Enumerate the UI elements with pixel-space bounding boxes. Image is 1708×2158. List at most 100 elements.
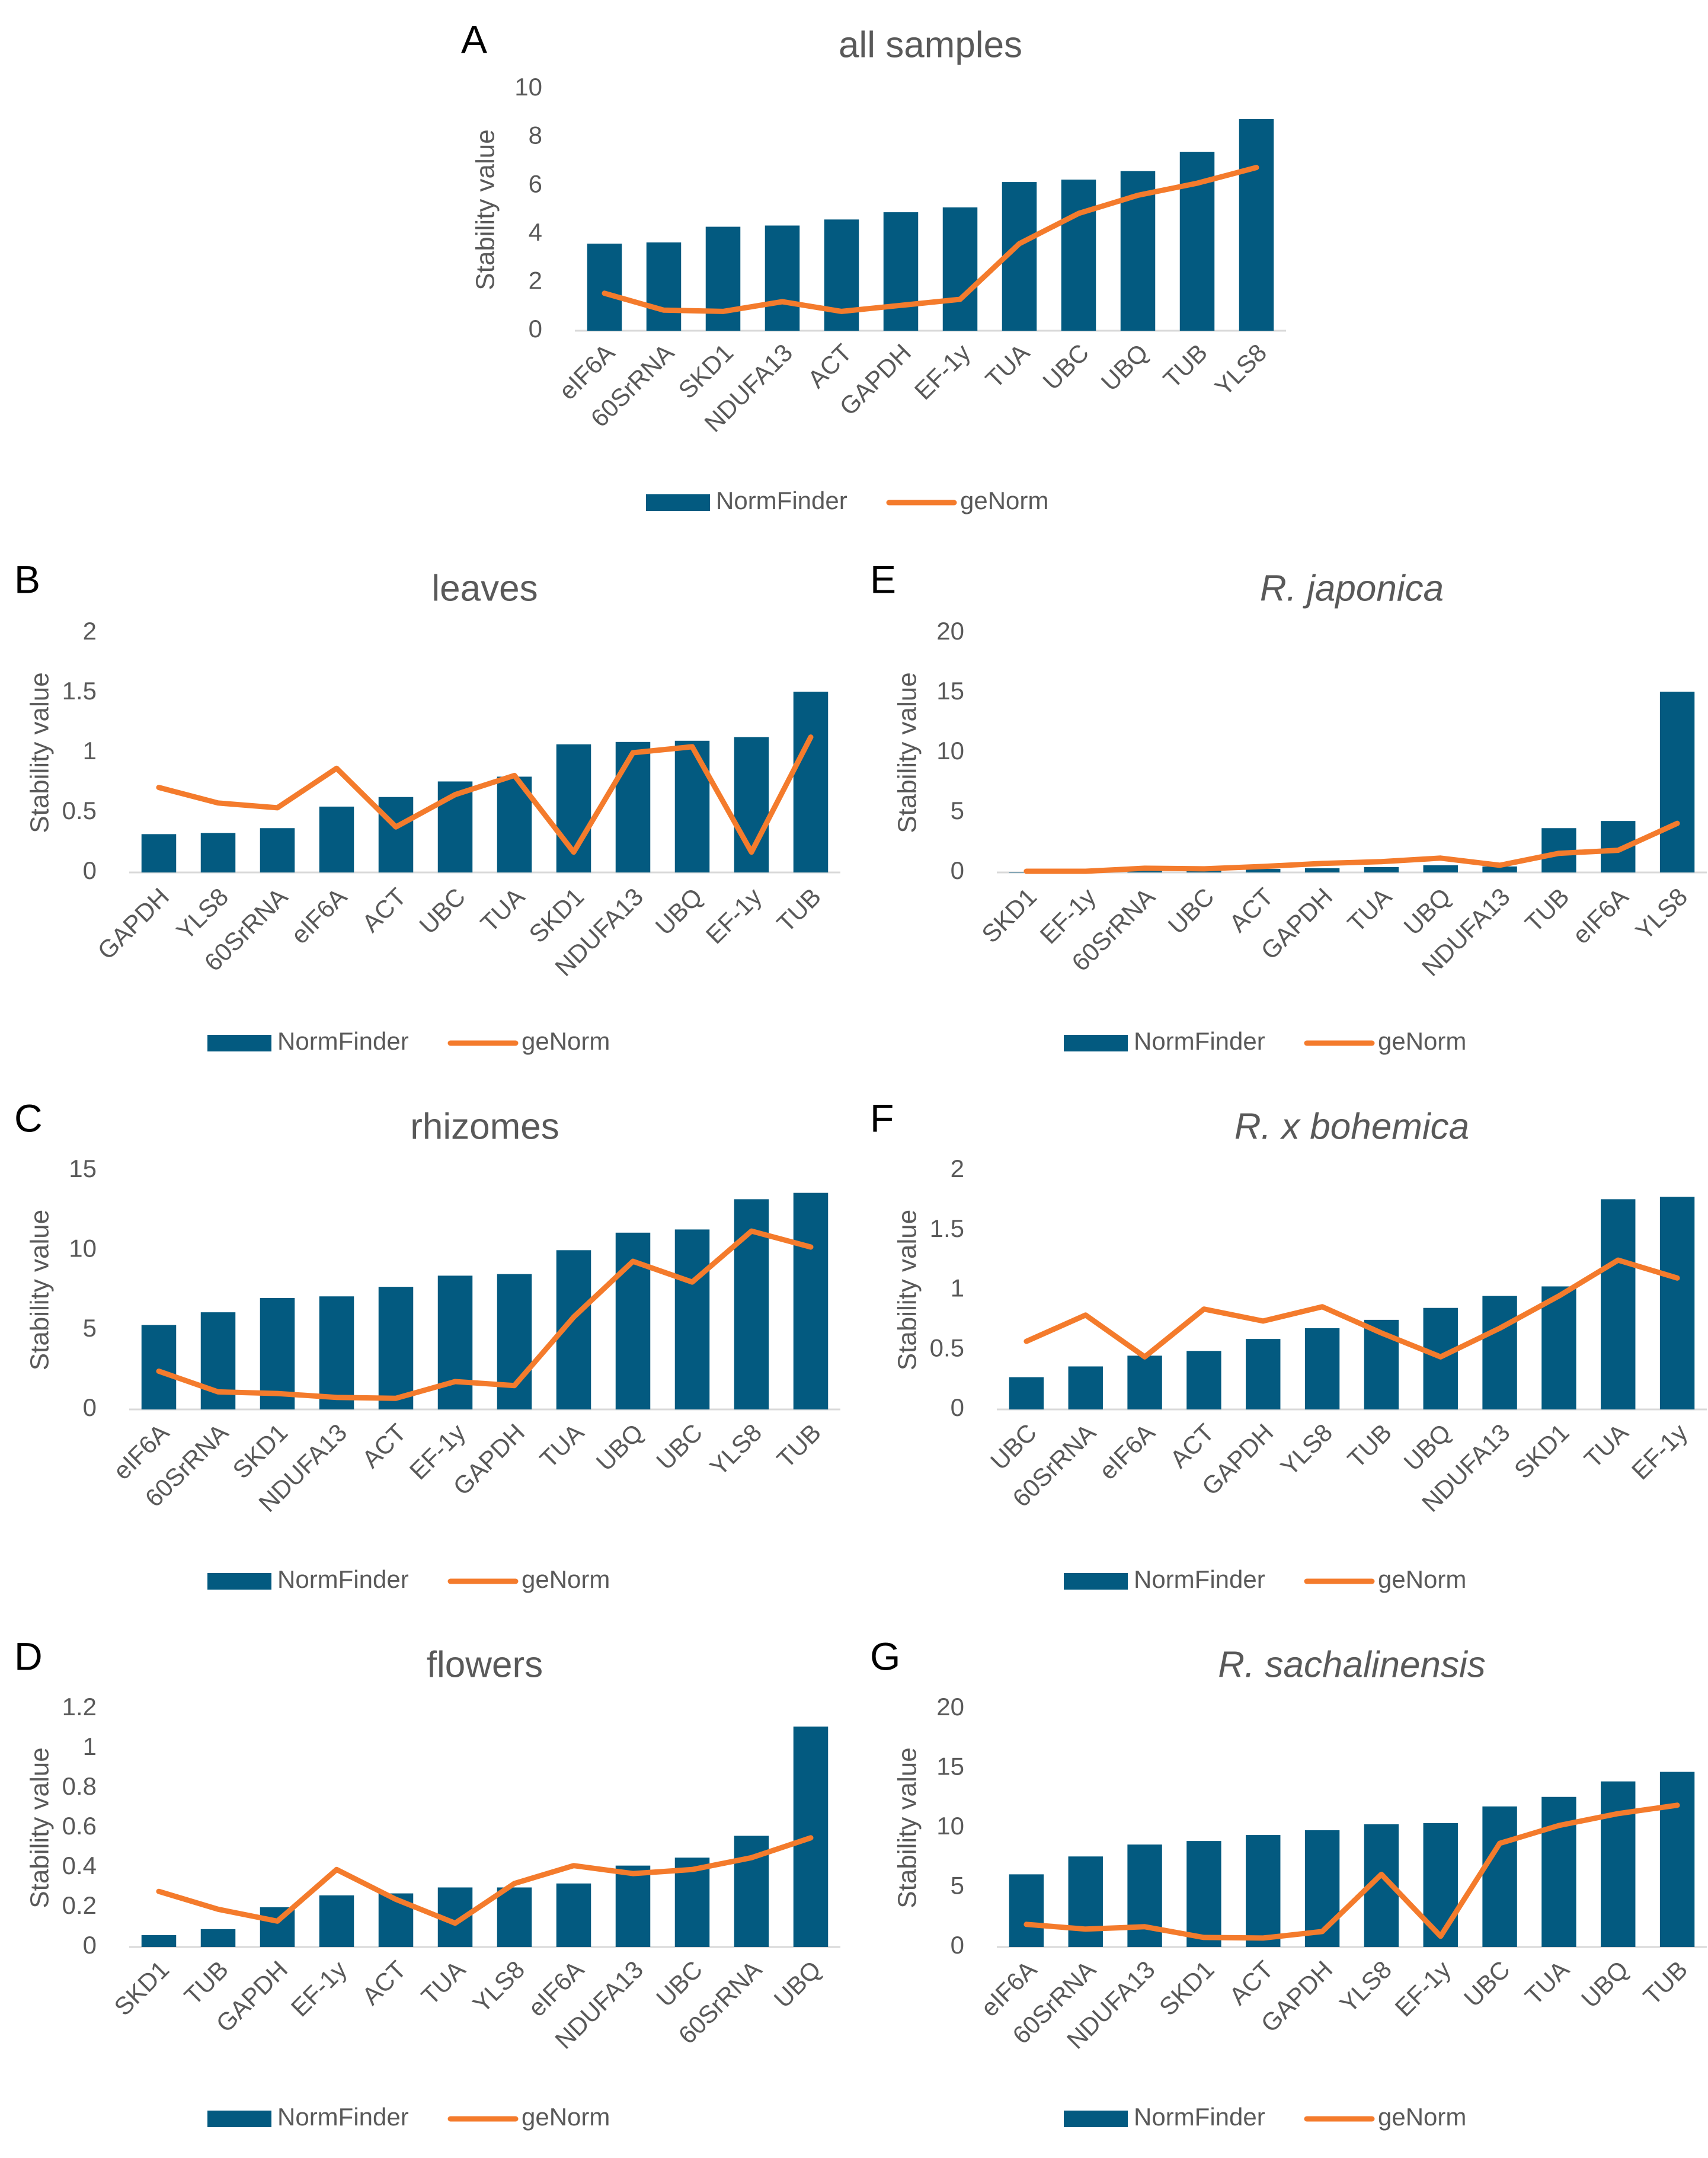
bar-gapdh [1304, 868, 1340, 872]
y-tick-label: 0 [529, 315, 542, 343]
legend-bar-label: NormFinder [716, 487, 847, 514]
x-tick-label: UBC [1458, 1955, 1515, 2012]
legend-bar-swatch [1064, 2111, 1128, 2127]
y-axis-label: Stability value [25, 1747, 55, 1908]
panel-letter: B [14, 557, 40, 601]
chart-title: R. japonica [1260, 568, 1444, 609]
y-tick-label: 2 [83, 617, 97, 645]
y-tick-label: 8 [529, 122, 542, 149]
bar-eif6a [556, 1883, 591, 1947]
y-tick-label: 15 [69, 1155, 97, 1182]
y-tick-label: 5 [951, 1872, 964, 1900]
x-tick-label: TUB [1520, 883, 1575, 938]
bar-60srrna [646, 242, 682, 331]
bar-ubq [1423, 865, 1458, 872]
chart-title: rhizomes [410, 1106, 559, 1147]
bar-60srrna [260, 828, 295, 872]
bar-ubq [674, 740, 710, 872]
bar-ubq [1601, 1781, 1636, 1947]
y-tick-label: 10 [936, 1812, 964, 1840]
legend-bar-label: NormFinder [1134, 2103, 1265, 2131]
bar-tub [793, 691, 829, 872]
bar-ef-1y [319, 1895, 354, 1947]
x-tick-label: UBQ [650, 883, 708, 941]
legend: NormFinder geNorm [1064, 1565, 1466, 1593]
bar-eif6a [141, 1325, 177, 1409]
legend: NormFinder geNorm [1064, 1027, 1466, 1055]
genorm-line [156, 1228, 814, 1401]
y-tick-label: 0.5 [930, 1334, 964, 1361]
x-tick-label: UBQ [1576, 1955, 1634, 2013]
x-tick-label: YLS8 [1630, 883, 1693, 945]
x-tick-label: ACT [357, 1418, 412, 1473]
bar-ndufa13 [615, 1865, 651, 1947]
y-tick-label: 2 [529, 266, 542, 294]
bar-skd1 [705, 226, 741, 331]
x-tick-label: TUA [1579, 1418, 1634, 1473]
bar-skd1 [1541, 1286, 1576, 1409]
bar-eif6a [319, 806, 354, 872]
x-tick-label: UBC [651, 1418, 708, 1475]
legend-line-label: geNorm [522, 1565, 610, 1593]
bar-60srrna [1068, 1856, 1103, 1947]
x-tick-label: SKD1 [108, 1955, 174, 2021]
x-tick-label: TUA [475, 883, 530, 938]
y-axis-label: Stability value [893, 672, 922, 833]
y-tick-label: 0.4 [62, 1852, 97, 1879]
y-tick-label: 10 [69, 1234, 97, 1262]
bar-eif6a [1009, 1874, 1044, 1947]
bar-ndufa13 [319, 1296, 354, 1409]
chart-title: leaves [431, 568, 538, 609]
bar-yls8 [1304, 1328, 1340, 1409]
y-tick-label: 0.6 [62, 1812, 97, 1840]
x-tick-label: SKD1 [1509, 1418, 1575, 1484]
y-axis-label: Stability value [893, 1210, 922, 1370]
y-tick-label: 0.8 [62, 1772, 97, 1800]
y-tick-label: 10 [936, 737, 964, 765]
bar-eif6a [1127, 1355, 1162, 1409]
bar-yls8 [497, 1887, 532, 1947]
legend-bar-swatch [207, 1035, 271, 1051]
legend-bar-label: NormFinder [1134, 1565, 1265, 1593]
x-tick-label: TUB [772, 1418, 827, 1473]
legend-line-label: geNorm [960, 487, 1048, 514]
bar-tub [1659, 1772, 1695, 1947]
bar-skd1 [1186, 1841, 1221, 1947]
bar-ef-1y [1659, 1197, 1695, 1409]
y-tick-label: 1.5 [930, 1214, 964, 1242]
legend-line-label: geNorm [522, 2103, 610, 2131]
genorm-line [1023, 1257, 1680, 1360]
y-tick-label: 0 [83, 1931, 97, 1959]
y-tick-label: 20 [936, 1693, 964, 1721]
x-tick-label: ACT [802, 338, 858, 394]
y-tick-label: 1 [951, 1274, 964, 1302]
bar-ndufa13 [1482, 1296, 1517, 1409]
x-tick-label: ACT [357, 1955, 412, 2010]
legend-bar-swatch [207, 1573, 271, 1590]
x-tick-label: SKD1 [976, 883, 1042, 948]
x-tick-label: eIF6A [1567, 883, 1633, 949]
x-tick-label: UBQ [591, 1418, 649, 1476]
bar-gapdh [1246, 1339, 1281, 1409]
x-tick-label: YLS8 [704, 1418, 767, 1481]
x-tick-label: SKD1 [1154, 1955, 1220, 2021]
x-tick-label: TUB [1342, 1418, 1397, 1473]
panel-letter: C [14, 1096, 43, 1140]
bar-tub [200, 1929, 236, 1947]
y-tick-label: 1 [83, 1732, 97, 1760]
bar-tua [1601, 1199, 1636, 1409]
x-tick-label: ACT [1224, 1955, 1279, 2010]
y-tick-label: 15 [936, 677, 964, 705]
x-tick-label: UBC [1163, 883, 1220, 939]
x-tick-label: ACT [1165, 1418, 1220, 1473]
y-tick-label: 0 [83, 856, 97, 884]
bar-ubc [1061, 180, 1096, 331]
legend-line-label: geNorm [1378, 1565, 1466, 1593]
y-axis-label: Stability value [25, 672, 55, 833]
y-tick-label: 15 [936, 1753, 964, 1780]
genorm-line [1023, 820, 1680, 874]
